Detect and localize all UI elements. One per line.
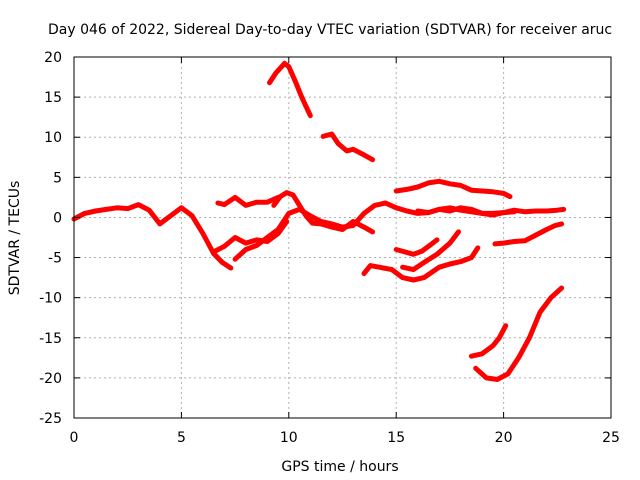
- series-line-arc-4: [271, 190, 376, 235]
- x-axis-label: GPS time / hours: [281, 459, 398, 475]
- series-line-arc-5: [215, 194, 281, 208]
- y-tick-label: -20: [39, 371, 62, 387]
- y-tick-label: -10: [39, 291, 62, 307]
- y-tick-label: 15: [44, 90, 62, 106]
- series-group: [71, 60, 567, 382]
- x-tick-label: 10: [280, 430, 298, 446]
- y-axis-label: SDTVAR / TECUs: [7, 181, 23, 296]
- series-line-arc-1: [71, 202, 234, 271]
- y-tick-label: 5: [53, 170, 62, 186]
- y-tick-label: -5: [48, 251, 62, 267]
- axis-ticks: 0 5 10 15 20 25 -25 -20 -15 -10 -5 0 5 10 15 20: [39, 50, 620, 446]
- series-line-arc-2: [211, 219, 290, 255]
- x-tick-label: 20: [495, 430, 513, 446]
- y-tick-label: 20: [44, 50, 62, 66]
- y-tick-label: 0: [53, 210, 62, 226]
- chart-title: Day 046 of 2022, Sidereal Day-to-day VTE…: [48, 22, 612, 38]
- x-tick-label: 25: [602, 430, 620, 446]
- series-line-arc-14: [468, 323, 509, 359]
- series-line-arc-9: [415, 205, 567, 218]
- x-tick-label: 5: [177, 430, 186, 446]
- series-line-arc-12: [400, 229, 461, 273]
- x-tick-label: 0: [70, 430, 79, 446]
- y-tick-label: -15: [39, 331, 62, 347]
- series-line-arc-7: [320, 131, 376, 163]
- plot-frame: [73, 56, 612, 419]
- series-line-arc-15: [473, 285, 565, 382]
- y-tick-label: 10: [44, 130, 62, 146]
- series-line-arc-10: [361, 245, 481, 283]
- series-line-arc-6: [267, 60, 313, 119]
- grid: [74, 57, 611, 418]
- series-line-arc-13: [492, 221, 565, 247]
- y-tick-label: -25: [39, 411, 62, 427]
- series-line-arc-8: [393, 178, 513, 200]
- x-tick-label: 15: [387, 430, 405, 446]
- series-line-arc-11: [393, 237, 440, 257]
